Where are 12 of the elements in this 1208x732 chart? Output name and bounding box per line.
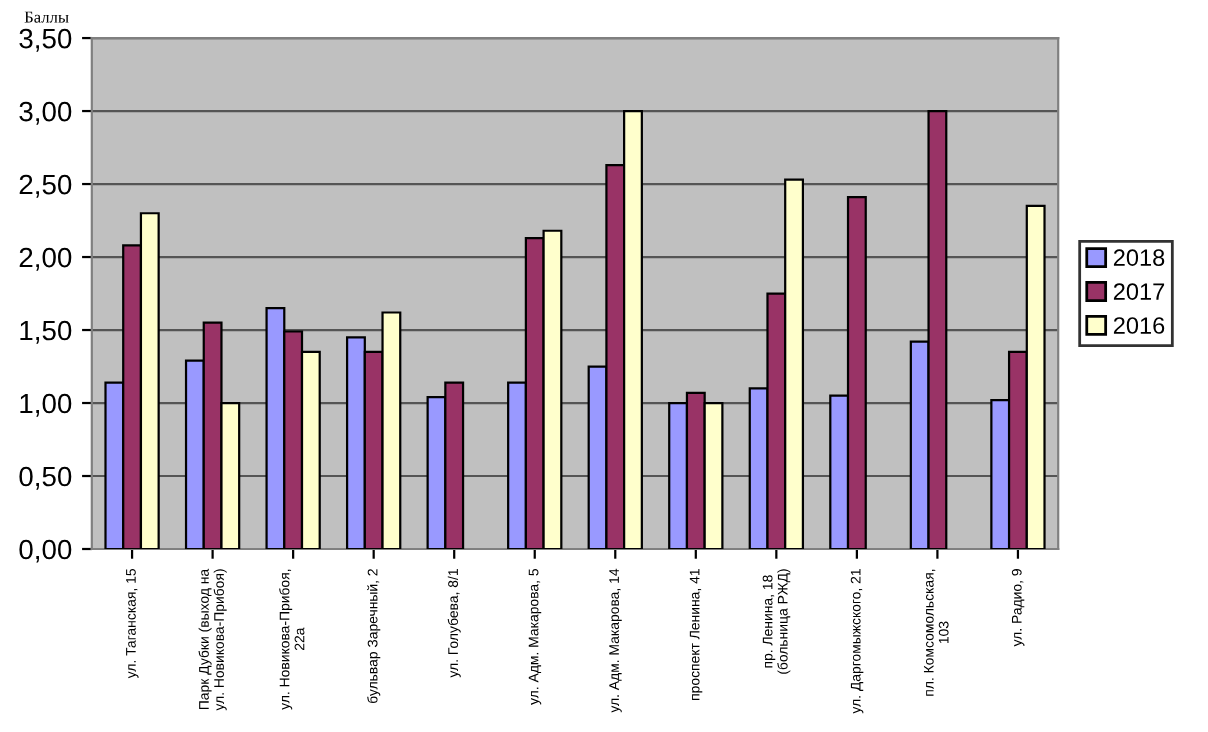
- y-tick-label: 3,00: [19, 101, 72, 125]
- legend-label: 2018: [1113, 249, 1165, 266]
- y-tick-label: 1,50: [20, 320, 72, 344]
- y-tick-label: 3,50: [19, 28, 72, 52]
- legend-label: 2016: [1113, 317, 1165, 334]
- y-tick-label: 0,00: [19, 539, 72, 563]
- legend-label: 2017: [1113, 283, 1165, 300]
- y-tick-label: 2,00: [19, 247, 72, 271]
- y-tick-label: 0,50: [19, 466, 72, 490]
- y-tick-label: 1,00: [20, 393, 72, 417]
- y-tick-label: 2,50: [19, 174, 72, 198]
- y-axis-title: Баллы: [24, 11, 69, 23]
